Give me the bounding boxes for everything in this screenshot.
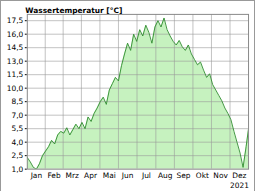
svg-text:1,0: 1,0 [11,165,23,174]
svg-text:14,5: 14,5 [7,43,24,52]
svg-text:Jul: Jul [141,171,151,180]
svg-text:Jun: Jun [121,171,134,180]
svg-text:7,0: 7,0 [11,111,23,120]
svg-text:10,0: 10,0 [7,84,24,93]
svg-text:Wassertemperatur [°C]: Wassertemperatur [°C] [25,6,122,15]
svg-text:Aug: Aug [158,171,173,180]
svg-text:Nov: Nov [213,171,228,180]
svg-text:4,0: 4,0 [11,138,23,147]
svg-text:Sep: Sep [176,171,190,180]
svg-text:Okt: Okt [196,171,209,180]
svg-text:5,5: 5,5 [11,124,23,133]
svg-text:11,5: 11,5 [7,70,24,79]
svg-text:2021: 2021 [230,181,249,190]
svg-text:8,5: 8,5 [11,97,23,106]
svg-text:Jan: Jan [30,171,43,180]
svg-text:17,5: 17,5 [7,16,24,25]
svg-text:16,0: 16,0 [7,30,24,39]
svg-text:Apr: Apr [84,171,98,180]
svg-text:Mrz: Mrz [66,171,79,180]
svg-text:Feb: Feb [47,171,60,180]
svg-text:Dez: Dez [232,171,246,180]
svg-text:2,5: 2,5 [11,151,23,160]
svg-text:Mai: Mai [103,171,116,180]
svg-text:13,0: 13,0 [7,57,24,66]
